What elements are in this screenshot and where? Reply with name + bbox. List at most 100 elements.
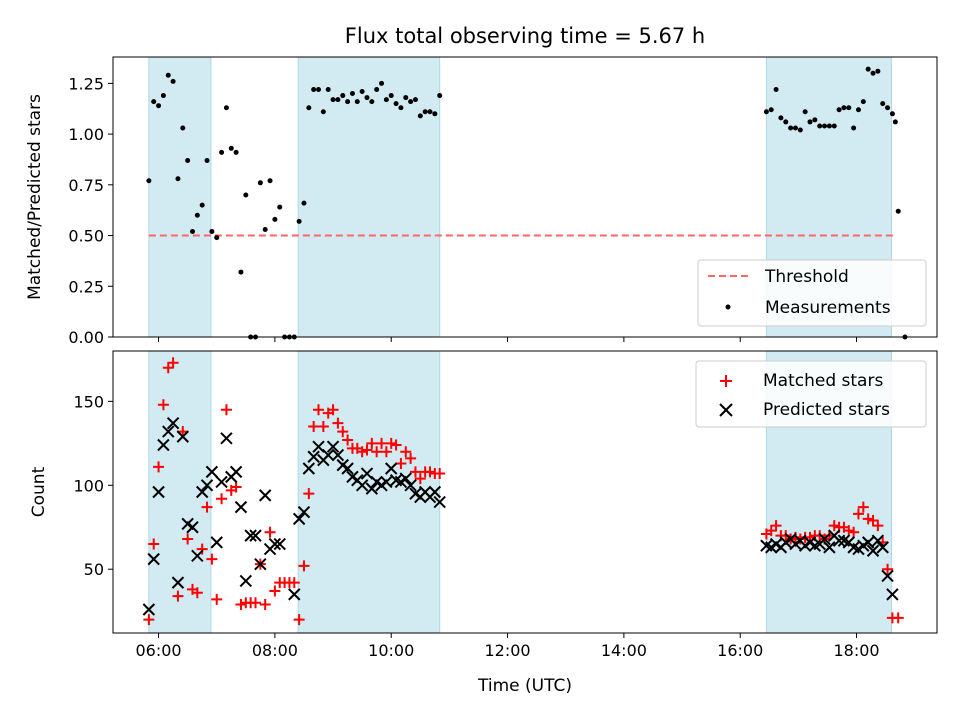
- matched-stars-point-82: [857, 501, 869, 513]
- measurements-point-8: [180, 125, 186, 131]
- measurements-point-46: [364, 95, 370, 101]
- predicted-stars-point-85: [881, 569, 894, 583]
- predicted-stars-point-21: [239, 574, 253, 588]
- measurements-point-21: [243, 192, 249, 198]
- matched-stars-point-7: [172, 590, 184, 602]
- predicted-stars-point-33: [307, 450, 320, 463]
- measurements-point-60: [432, 111, 438, 117]
- measurements-point-45: [359, 88, 365, 94]
- matched-stars-point-48: [371, 446, 383, 458]
- measurements-point-32: [296, 218, 302, 224]
- matched-stars-point-76: [828, 520, 840, 532]
- measurements-point-77: [836, 107, 842, 113]
- ratio-y-tick-label-0.25: 0.25: [68, 277, 104, 296]
- measurements-point-9: [185, 157, 191, 163]
- measurements-point-1: [146, 178, 152, 184]
- matched-stars-point-23: [250, 597, 262, 609]
- measurements-point-78: [841, 105, 847, 111]
- measurements-point-28: [277, 204, 283, 210]
- measurements-point-59: [427, 109, 433, 115]
- matched-stars-point-49: [376, 437, 388, 449]
- measurements-point-19: [233, 149, 239, 155]
- measurements-point-65: [778, 115, 784, 121]
- matched-stars-point-13: [201, 501, 213, 513]
- ratio-legend: Threshold Measurements: [697, 259, 927, 327]
- measurements-point-27: [272, 216, 278, 222]
- ratio-y-tick-label-1.00: 1.00: [68, 125, 104, 144]
- ratio-points: [146, 66, 908, 340]
- predicted-stars-point-58: [428, 485, 442, 499]
- count-y-tick-label-50: 50: [84, 560, 104, 579]
- matched-stars-point-87: [882, 563, 894, 575]
- measurements-point-18: [228, 145, 234, 151]
- measurements-point-66: [783, 119, 789, 125]
- predicted-stars-point-4: [157, 438, 170, 452]
- measurements-point-24: [257, 180, 263, 186]
- predicted-stars-point-12: [195, 485, 209, 499]
- measurements-point-76: [831, 123, 837, 129]
- measurements-point-52: [393, 101, 399, 107]
- measurements-point-20: [238, 269, 244, 275]
- predicted-legend-label: Predicted stars: [763, 400, 890, 420]
- x-axis-label: Time (UTC): [477, 676, 572, 696]
- measurements-point-61: [437, 93, 443, 99]
- matched-legend-marker: [720, 375, 732, 387]
- x-tick-label-0800: 08:00: [252, 641, 298, 660]
- predicted-stars-point-40: [341, 462, 354, 475]
- matched-stars-point-84: [867, 515, 879, 527]
- measurements-point-48: [374, 86, 380, 92]
- predicted-stars-point-52: [399, 472, 412, 485]
- predicted-stars-point-15: [210, 536, 223, 549]
- predicted-stars-point-13: [200, 479, 214, 492]
- measurements-point-37: [320, 109, 326, 115]
- measurements-point-89: [892, 119, 898, 125]
- measurements-point-56: [412, 97, 418, 103]
- count-y-axis: 50 100 150: [73, 392, 113, 579]
- predicted-stars-point-86: [886, 588, 899, 601]
- measurements-point-50: [383, 97, 389, 103]
- count-y-tick-label-150: 150: [73, 392, 104, 411]
- figure-title: Flux total observing time = 5.67 h: [345, 24, 705, 48]
- measurements-point-35: [311, 86, 317, 92]
- measurements-legend-label: Measurements: [765, 298, 891, 318]
- predicted-stars-point-28: [273, 537, 286, 551]
- measurements-point-54: [403, 95, 409, 101]
- matched-stars-point-4: [157, 399, 169, 411]
- matched-stars-point-56: [409, 466, 421, 478]
- matched-stars-point-3: [153, 461, 165, 473]
- predicted-stars-point-27: [268, 537, 282, 551]
- measurements-point-15: [214, 235, 220, 241]
- predicted-stars-point-3: [152, 485, 165, 499]
- matched-stars-point-33: [298, 560, 310, 572]
- measurements-point-88: [889, 111, 895, 117]
- predicted-legend-marker: [719, 403, 733, 417]
- matched-stars-point-14: [206, 553, 218, 565]
- x-tick-label-1200: 12:00: [484, 641, 530, 660]
- measurements-point-90: [895, 208, 901, 214]
- x-tick-label-1400: 14:00: [601, 641, 647, 660]
- matched-stars-point-85: [872, 520, 884, 532]
- predicted-stars-point-83: [871, 534, 885, 547]
- predicted-stars-point-30: [292, 512, 306, 526]
- matched-stars-point-37: [317, 421, 329, 433]
- measurements-point-73: [817, 123, 823, 129]
- matched-stars-point-35: [308, 421, 320, 433]
- measurements-point-34: [306, 105, 312, 111]
- predicted-stars-point-31: [297, 505, 311, 519]
- ratio-panel: 0.00 0.25 0.50 0.75 1.00 1.25 Matched/Predict…: [25, 56, 938, 347]
- predicted-stars-point-72: [818, 532, 831, 546]
- matched-stars-point-25: [259, 598, 271, 610]
- predicted-stars-point-6: [166, 416, 180, 430]
- predicted-stars-point-45: [365, 482, 379, 495]
- measurements-point-11: [194, 212, 200, 218]
- x-tick-label-1600: 16:00: [717, 641, 763, 660]
- measurements-point-51: [388, 93, 394, 99]
- measurements-point-53: [398, 105, 404, 111]
- count-x-axis: 06:00 08:00 10:00 12:00 14:00 16:00 18:00: [136, 633, 880, 660]
- measurements-point-33: [301, 200, 307, 206]
- predicted-stars-point-53: [404, 479, 417, 492]
- matched-stars-point-80: [848, 526, 860, 538]
- measurements-point-83: [865, 66, 871, 72]
- ratio-plot-frame: [112, 56, 938, 338]
- measurements-point-41: [340, 93, 346, 99]
